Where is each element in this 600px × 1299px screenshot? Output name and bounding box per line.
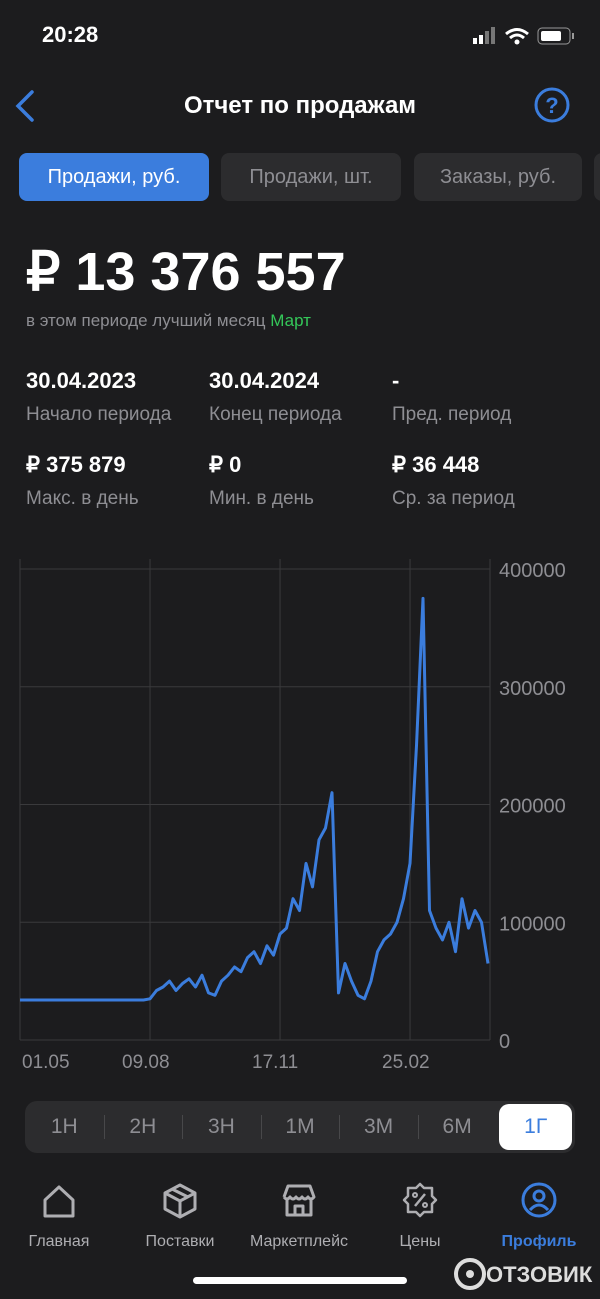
home-indicator	[193, 1277, 407, 1284]
svg-text:?: ?	[545, 93, 558, 118]
x-tick-label: 01.05	[22, 1052, 70, 1073]
nav-icon	[521, 1182, 557, 1218]
status-icons	[473, 27, 574, 45]
nav-item[interactable]: Главная	[0, 1182, 119, 1251]
period-option[interactable]: 6М	[442, 1115, 472, 1138]
y-tick-label: 100000	[499, 913, 566, 935]
summary-note: в этом периоде лучший месяц Март	[26, 311, 311, 331]
period-divider	[182, 1115, 184, 1139]
stat-value: 30.04.2023	[26, 368, 137, 393]
nav-icon	[163, 1183, 197, 1219]
period-option[interactable]: 3М	[363, 1115, 394, 1138]
tab[interactable]: Продажи, руб.	[19, 153, 209, 201]
nav-label: Поставки	[145, 1233, 215, 1250]
watermark-icon	[454, 1258, 486, 1290]
tab[interactable]: Продажи, шт.	[221, 153, 401, 201]
period-option[interactable]: 3Н	[207, 1115, 235, 1138]
y-tick-label: 400000	[499, 560, 566, 582]
period-divider	[417, 1115, 419, 1139]
period-divider	[260, 1115, 262, 1139]
period-option[interactable]: 2Н	[129, 1115, 157, 1138]
stat-value: ₽ 36 448	[392, 452, 480, 477]
stat-value: -	[392, 368, 400, 393]
stat-label: Пред. период	[392, 404, 512, 425]
tab-overflow	[594, 153, 600, 201]
period-selector: 1Н 2Н 3Н 1М 3М 6М 1Г	[25, 1101, 575, 1153]
nav-icon	[402, 1182, 438, 1218]
x-tick-label: 09.08	[122, 1052, 170, 1073]
stat-label: Конец периода	[209, 404, 342, 425]
help-button[interactable]: ?	[533, 86, 571, 124]
nav-label: Цены	[399, 1233, 441, 1250]
watermark: ОТЗОВИК	[486, 1262, 593, 1287]
back-button[interactable]	[10, 88, 40, 124]
y-tick-label: 300000	[499, 678, 566, 700]
period-divider	[339, 1115, 341, 1139]
best-month: Март	[270, 311, 311, 330]
stat-label: Начало периода	[26, 404, 172, 425]
stat-value: ₽ 0	[209, 452, 242, 477]
stat: - Пред. период	[392, 368, 511, 426]
nav-item[interactable]: Цены	[360, 1182, 480, 1251]
x-tick-label: 17.11	[252, 1052, 298, 1073]
status-time: 20:28	[42, 22, 99, 47]
stat-label: Мин. в день	[209, 488, 314, 509]
nav-label: Профиль	[501, 1233, 577, 1250]
line	[20, 596, 490, 1002]
nav-icon	[282, 1184, 316, 1217]
chart: 0 100000 200000 300000 400000 01.05 09.08 17.11…	[19, 559, 566, 1073]
period-option[interactable]: 1Г	[499, 1104, 572, 1150]
note: в этом периоде лучший месяц	[26, 311, 266, 330]
tab[interactable]: Заказы, руб.	[414, 153, 582, 201]
stat-value: 30.04.2024	[209, 368, 320, 393]
nav-icon	[43, 1185, 75, 1218]
nav-item[interactable]: Профиль	[479, 1182, 599, 1251]
stat: 30.04.2024 Конец периода	[209, 368, 342, 426]
total: ₽ 13 376 557	[26, 242, 346, 302]
header-title: Отчет по продажам	[183, 92, 417, 119]
period-option[interactable]: 1М	[285, 1115, 315, 1138]
period-divider	[103, 1115, 105, 1139]
y-tick-label: 200000	[499, 796, 566, 818]
y-tick-label: 0	[499, 1031, 510, 1053]
stat: ₽ 0 Мин. в день	[209, 452, 314, 510]
period-option[interactable]: 1Н	[50, 1115, 78, 1138]
nav-item[interactable]: Маркетплейс	[239, 1182, 359, 1251]
nav-item[interactable]: Поставки	[120, 1182, 240, 1251]
x-tick-label: 25.02	[382, 1052, 430, 1073]
stat: ₽ 36 448 Ср. за период	[392, 452, 515, 510]
stat-label: Ср. за период	[392, 488, 515, 509]
stat: ₽ 375 879 Макс. в день	[26, 452, 139, 510]
nav-label: Маркетплейс	[249, 1233, 348, 1250]
stat-label: Макс. в день	[26, 488, 139, 509]
stat: 30.04.2023 Начало периода	[26, 368, 171, 426]
stat-value: ₽ 375 879	[26, 452, 126, 477]
nav-label: Главная	[28, 1233, 90, 1250]
